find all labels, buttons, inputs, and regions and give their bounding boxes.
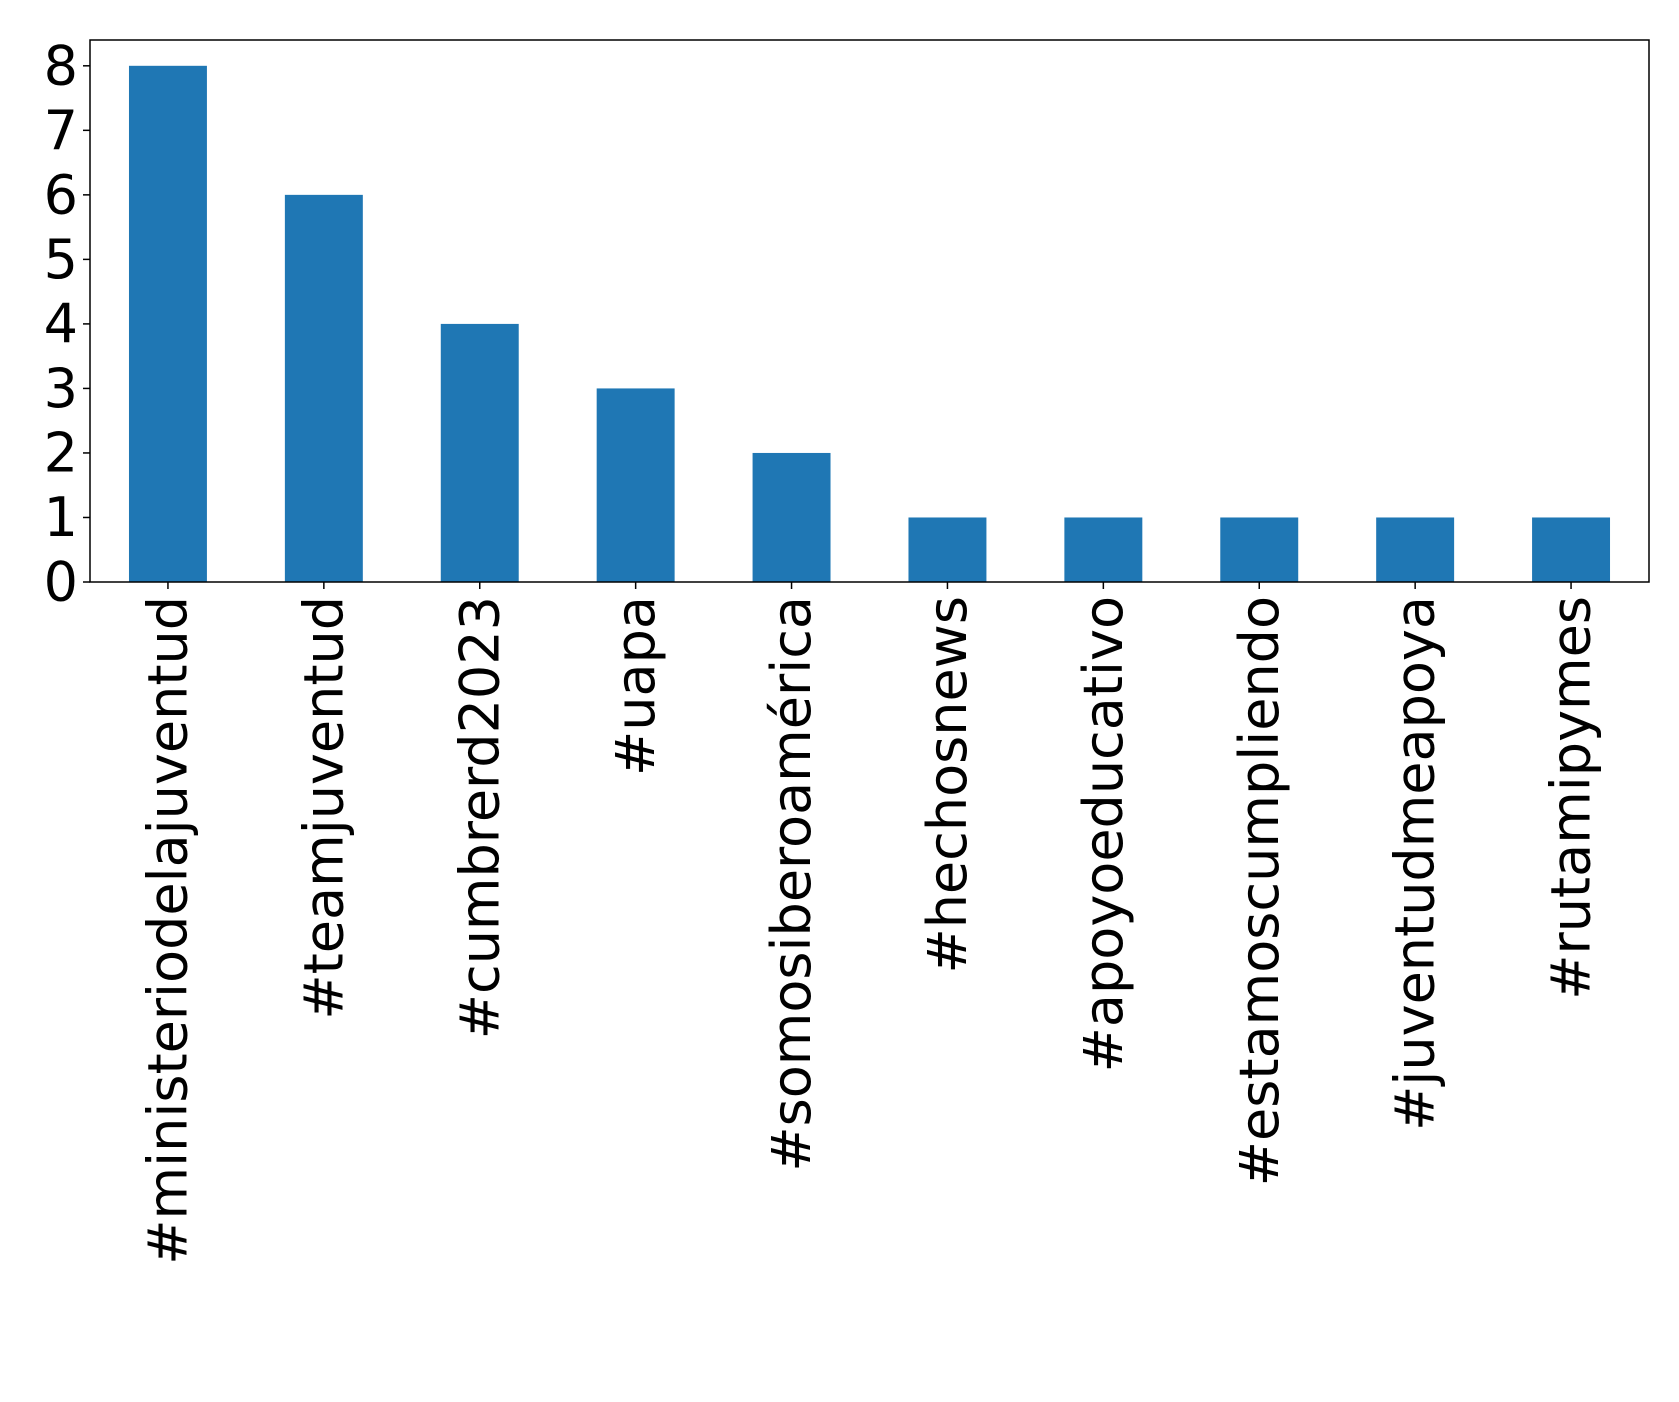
bar-rutamipymes	[1532, 517, 1611, 582]
bar-uapa	[596, 388, 675, 582]
y-tick-label: 1	[44, 486, 78, 549]
bar-ministeriodelajuventud	[128, 65, 207, 583]
y-tick-label: 7	[44, 99, 78, 162]
x-tick-label: #somosiberoamérica	[760, 596, 823, 1172]
y-tick-label: 8	[44, 34, 78, 97]
y-tick-label: 4	[44, 292, 78, 355]
x-tick-label: #hechosnews	[916, 596, 979, 974]
x-tick-label: #juventudmeapoya	[1384, 596, 1447, 1131]
y-tick-label: 3	[44, 357, 78, 420]
bar-juventudmeapoya	[1376, 517, 1455, 582]
x-tick-label: #rutamipymes	[1540, 596, 1603, 1000]
bar-somosiberoamérica	[752, 452, 831, 582]
x-tick-label: #apoyoeducativo	[1072, 596, 1135, 1072]
plot-frame	[89, 39, 1650, 583]
bar-estamoscumpliendo	[1220, 517, 1299, 582]
x-tick-label: #teamjuventud	[292, 596, 355, 1020]
bar-hechosnews	[908, 517, 987, 582]
x-tick-label: #uapa	[604, 596, 667, 776]
x-axis: #ministeriodelajuventud #teamjuventud #cum…	[136, 582, 1603, 1265]
bar-apoyoeducativo	[1064, 517, 1143, 582]
x-tick-label: #estamoscumpliendo	[1228, 596, 1291, 1186]
bars-group	[128, 65, 1611, 583]
x-tick-label: #ministeriodelajuventud	[136, 596, 199, 1265]
y-tick-label: 2	[44, 421, 78, 484]
x-tick-label: #cumbrerd2023	[448, 596, 511, 1039]
bar-teamjuventud	[284, 194, 363, 582]
bar-cumbrerd2023	[440, 323, 519, 582]
y-tick-label: 0	[44, 551, 78, 614]
y-tick-label: 5	[44, 228, 78, 291]
y-tick-label: 6	[44, 163, 78, 226]
